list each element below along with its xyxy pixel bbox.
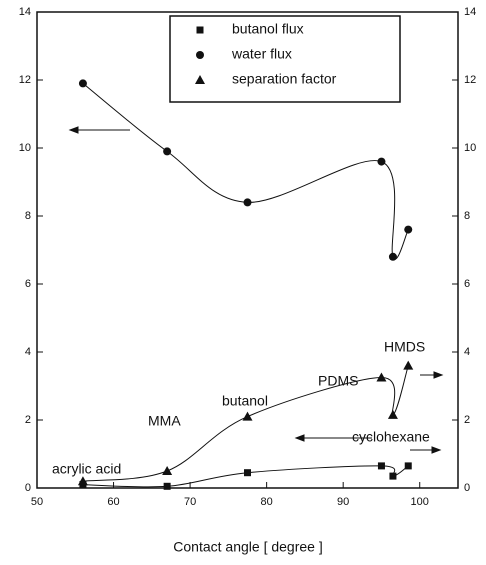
- marker-triangle: [242, 411, 253, 421]
- annotation: HMDS: [384, 339, 425, 355]
- plot-frame: [36, 11, 459, 489]
- fit-curve: [82, 83, 409, 260]
- legend-label: butanol flux: [232, 21, 304, 37]
- marker-square: [163, 482, 171, 490]
- marker-circle: [377, 157, 386, 166]
- marker-square: [389, 472, 397, 480]
- y-tick-label: 0: [25, 482, 31, 494]
- y2-tick-label: 8: [464, 210, 470, 222]
- marker-triangle: [376, 372, 387, 382]
- x-tick-label: 60: [107, 496, 119, 508]
- y-tick-label: 14: [19, 6, 31, 18]
- marker-circle: [388, 252, 397, 261]
- legend-label: separation factor: [232, 71, 337, 87]
- arrows: [68, 126, 444, 454]
- marker-square: [404, 462, 412, 470]
- y2-tick-label: 6: [464, 278, 470, 290]
- annotation: acrylic acid: [52, 461, 121, 477]
- y2-tick-label: 4: [464, 346, 470, 358]
- y-tick-label: 12: [19, 74, 31, 86]
- marker-square: [196, 26, 204, 34]
- annotation: PDMS: [318, 373, 358, 389]
- fit-curve: [82, 465, 409, 488]
- annotation: MMA: [148, 413, 181, 429]
- y2-tick-label: 0: [464, 482, 470, 494]
- y2-tick-label: 14: [464, 6, 476, 18]
- y-tick-label: 2: [25, 414, 31, 426]
- y2-tick-label: 12: [464, 74, 476, 86]
- marker-circle: [78, 79, 87, 88]
- y-tick-label: 4: [25, 346, 31, 358]
- x-tick-label: 90: [337, 496, 349, 508]
- legend: [169, 15, 401, 103]
- marker-square: [377, 462, 385, 470]
- annotation: butanol: [222, 393, 268, 409]
- marker-triangle: [403, 360, 414, 370]
- x-tick-label: 50: [31, 496, 43, 508]
- marker-triangle: [77, 476, 88, 486]
- x-tick-label: 100: [411, 496, 429, 508]
- y2-tick-label: 2: [464, 414, 470, 426]
- y2-tick-label: 10: [464, 142, 476, 154]
- marker-triangle: [387, 409, 398, 419]
- y-tick-label: 8: [25, 210, 31, 222]
- x-tick-label: 80: [261, 496, 273, 508]
- marker-circle: [163, 147, 172, 156]
- fit-curve: [82, 365, 409, 482]
- marker-circle: [404, 225, 413, 234]
- marker-triangle: [162, 466, 173, 475]
- marker-circle: [243, 198, 252, 207]
- x-tick-label: 70: [184, 496, 196, 508]
- marker-square: [244, 469, 251, 477]
- marker-triangle: [195, 75, 205, 84]
- marker-circle: [196, 51, 204, 59]
- y-tick-label: 10: [19, 142, 31, 154]
- y-tick-label: 6: [25, 278, 31, 290]
- x-axis-label: Contact angle [ degree ]: [173, 539, 322, 555]
- legend-label: water flux: [231, 46, 292, 62]
- annotation: cyclohexane: [352, 429, 430, 445]
